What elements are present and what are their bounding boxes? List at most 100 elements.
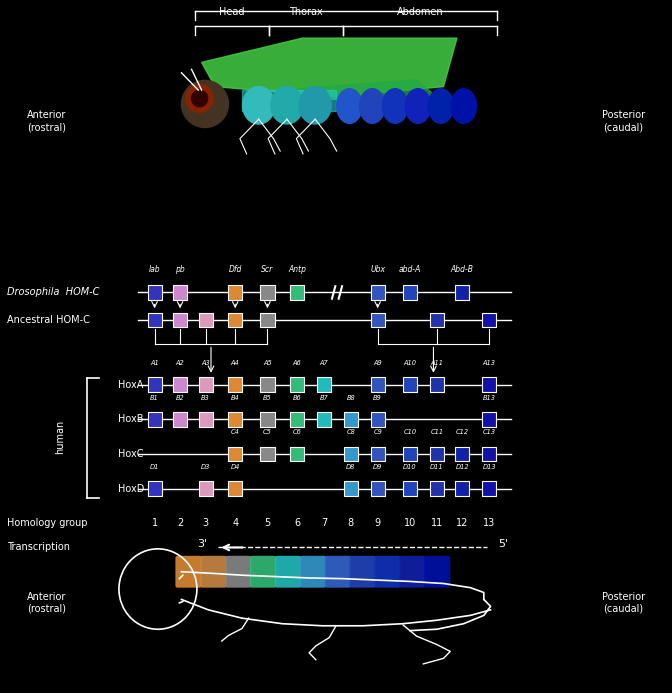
FancyBboxPatch shape — [399, 556, 425, 588]
FancyBboxPatch shape — [175, 556, 202, 588]
Polygon shape — [202, 38, 457, 97]
Text: pb: pb — [175, 265, 185, 274]
Text: B8: B8 — [346, 394, 355, 401]
Bar — [430, 447, 444, 462]
Text: A6: A6 — [292, 360, 302, 366]
Text: Dfd: Dfd — [228, 265, 242, 274]
Text: Anterior
(rostral): Anterior (rostral) — [27, 110, 67, 132]
Text: 5': 5' — [499, 539, 509, 549]
Text: B4: B4 — [230, 394, 240, 401]
Circle shape — [186, 85, 213, 112]
Text: B7: B7 — [319, 394, 329, 401]
Text: Ubx: Ubx — [370, 265, 385, 274]
Bar — [261, 377, 275, 392]
Bar — [147, 313, 161, 327]
Ellipse shape — [271, 87, 303, 124]
FancyBboxPatch shape — [300, 556, 326, 588]
Text: D12: D12 — [456, 464, 469, 470]
Ellipse shape — [337, 89, 362, 123]
Bar — [173, 313, 187, 327]
Bar — [403, 377, 417, 392]
Bar — [147, 481, 161, 496]
Bar — [371, 481, 385, 496]
Bar — [344, 412, 358, 426]
Text: HoxC: HoxC — [118, 449, 143, 459]
FancyBboxPatch shape — [424, 556, 450, 588]
Bar — [371, 447, 385, 462]
Bar — [455, 286, 469, 299]
Text: C10: C10 — [403, 429, 417, 435]
Text: D9: D9 — [373, 464, 382, 470]
Text: 11: 11 — [431, 518, 443, 528]
Text: A9: A9 — [373, 360, 382, 366]
Bar — [482, 377, 496, 392]
Bar — [147, 412, 161, 426]
Text: B9: B9 — [373, 394, 382, 401]
Ellipse shape — [299, 87, 331, 124]
Text: 8: 8 — [347, 518, 354, 528]
Text: 13: 13 — [483, 518, 495, 528]
Text: B5: B5 — [263, 394, 272, 401]
Text: 1: 1 — [151, 518, 158, 528]
Text: 12: 12 — [456, 518, 468, 528]
Text: B2: B2 — [175, 394, 185, 401]
Text: 3: 3 — [202, 518, 209, 528]
Circle shape — [192, 90, 208, 107]
Text: HoxB: HoxB — [118, 414, 143, 424]
Text: C5: C5 — [263, 429, 272, 435]
Ellipse shape — [405, 89, 431, 123]
Bar — [455, 481, 469, 496]
Text: 6: 6 — [294, 518, 300, 528]
Bar — [261, 447, 275, 462]
FancyBboxPatch shape — [349, 556, 376, 588]
Text: A1: A1 — [150, 360, 159, 366]
Text: D13: D13 — [482, 464, 496, 470]
Text: C8: C8 — [346, 429, 355, 435]
Polygon shape — [282, 80, 437, 100]
FancyBboxPatch shape — [200, 556, 226, 588]
Bar — [199, 412, 212, 426]
Bar — [147, 377, 161, 392]
Bar — [199, 481, 212, 496]
Bar — [482, 313, 496, 327]
Text: 9: 9 — [374, 518, 381, 528]
Bar — [430, 481, 444, 496]
Text: HoxA: HoxA — [118, 380, 143, 389]
Bar — [173, 377, 187, 392]
Bar — [430, 313, 444, 327]
Bar — [228, 412, 242, 426]
Bar — [290, 447, 304, 462]
Bar — [261, 313, 275, 327]
Bar — [482, 481, 496, 496]
Bar — [344, 481, 358, 496]
Text: B6: B6 — [292, 394, 302, 401]
Bar — [371, 313, 385, 327]
Text: 2: 2 — [177, 518, 183, 528]
Bar — [371, 412, 385, 426]
Bar — [482, 412, 496, 426]
Text: lab: lab — [149, 265, 161, 274]
Bar — [344, 447, 358, 462]
Bar — [173, 286, 187, 299]
Text: Homology group: Homology group — [7, 518, 87, 528]
Text: C9: C9 — [373, 429, 382, 435]
Bar — [403, 286, 417, 299]
Text: A2: A2 — [175, 360, 185, 366]
Bar — [228, 447, 242, 462]
Bar — [228, 286, 242, 299]
Bar — [199, 313, 212, 327]
Text: C12: C12 — [456, 429, 469, 435]
Text: A5: A5 — [263, 360, 272, 366]
Ellipse shape — [181, 80, 228, 128]
Bar — [228, 313, 242, 327]
Text: D10: D10 — [403, 464, 417, 470]
FancyBboxPatch shape — [275, 556, 301, 588]
Text: B13: B13 — [482, 394, 496, 401]
Text: Posterior
(caudal): Posterior (caudal) — [602, 592, 645, 614]
Bar — [290, 377, 304, 392]
Bar — [317, 377, 331, 392]
Text: 3': 3' — [197, 539, 207, 549]
Text: Head: Head — [219, 8, 245, 17]
Text: D3: D3 — [201, 464, 210, 470]
Text: D11: D11 — [430, 464, 444, 470]
